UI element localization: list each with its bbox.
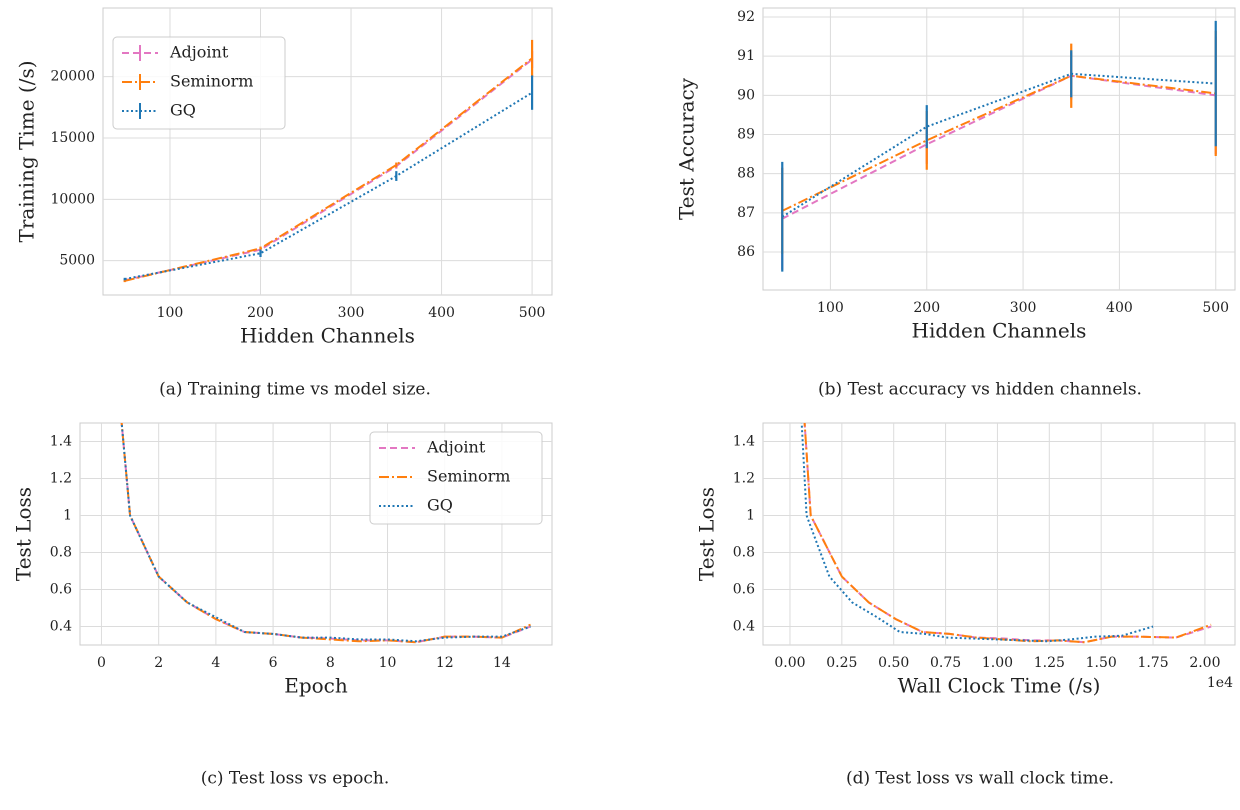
x-tick-label: 10 bbox=[379, 655, 397, 671]
y-axis-label: Training Time (/s) bbox=[15, 60, 39, 242]
legend-label: Seminorm bbox=[427, 467, 510, 486]
x-tick-label: 500 bbox=[519, 305, 546, 321]
y-axis-label: Test Loss bbox=[695, 487, 719, 581]
series-line bbox=[124, 57, 533, 282]
x-tick-label: 1.75 bbox=[1137, 655, 1168, 671]
y-tick-label: 0.4 bbox=[50, 619, 72, 635]
x-tick-label: 12 bbox=[436, 655, 454, 671]
y-tick-label: 88 bbox=[737, 166, 755, 182]
x-offset-label: 1e4 bbox=[1207, 675, 1233, 691]
x-tick-label: 300 bbox=[1010, 300, 1037, 316]
y-tick-label: 1.2 bbox=[733, 471, 755, 487]
legend-box bbox=[112, 36, 286, 130]
x-tick-label: 0.00 bbox=[774, 655, 805, 671]
y-tick-label: 87 bbox=[737, 205, 755, 221]
y-tick-label: 0.6 bbox=[50, 582, 72, 598]
caption: (d) Test loss vs wall clock time. bbox=[846, 769, 1114, 789]
data-layer bbox=[800, 423, 1212, 644]
series-line bbox=[803, 423, 1212, 644]
x-tick-label: 100 bbox=[157, 305, 184, 321]
plot-area bbox=[762, 422, 1236, 646]
y-tick-label: 0.8 bbox=[733, 545, 755, 561]
y-tick-label: 0.6 bbox=[733, 582, 755, 598]
series-line bbox=[781, 72, 1216, 218]
legend-label: Seminorm bbox=[170, 72, 253, 91]
y-tick-label: 0.8 bbox=[50, 545, 72, 561]
legend-label: GQ bbox=[170, 101, 196, 120]
y-tick-label: 5000 bbox=[59, 253, 95, 269]
x-tick-label: 400 bbox=[428, 305, 455, 321]
x-tick-label: 1.25 bbox=[1034, 655, 1065, 671]
panel: 100 200 300 400 500 5000 10000 15000 20000 Hidden… bbox=[15, 7, 553, 400]
data-layer bbox=[123, 39, 534, 283]
x-tick-label: 8 bbox=[326, 655, 335, 671]
caption: (a) Training time vs model size. bbox=[159, 380, 431, 400]
y-axis-label: Test Loss bbox=[12, 487, 36, 581]
y-tick-label: 90 bbox=[737, 87, 755, 103]
series-line bbox=[120, 423, 531, 643]
series-line bbox=[781, 74, 1216, 212]
x-tick-label: 4 bbox=[211, 655, 220, 671]
x-tick-label: 0.25 bbox=[826, 655, 857, 671]
x-tick-label: 400 bbox=[1106, 300, 1133, 316]
x-tick-label: 200 bbox=[913, 300, 940, 316]
data-layer bbox=[781, 20, 1217, 272]
y-tick-label: 1.4 bbox=[50, 434, 72, 450]
series-line bbox=[124, 58, 533, 282]
y-tick-label: 86 bbox=[737, 244, 755, 260]
x-axis-label: Hidden Channels bbox=[240, 324, 415, 348]
x-axis-label: Wall Clock Time (/s) bbox=[898, 674, 1101, 698]
y-tick-label: 92 bbox=[737, 9, 755, 25]
y-tick-label: 10000 bbox=[50, 191, 95, 207]
panel: 0 2 4 6 8 10 12 14 0.4 0.6 0.8 1 1.2 1.4 Epoch Test Los… bbox=[12, 422, 553, 789]
series-line bbox=[124, 91, 533, 281]
y-tick-label: 91 bbox=[737, 48, 755, 64]
y-tick-label: 1.4 bbox=[733, 434, 755, 450]
series-line bbox=[800, 423, 1154, 643]
x-tick-label: 6 bbox=[269, 655, 278, 671]
y-tick-label: 20000 bbox=[50, 69, 95, 85]
x-tick-label: 14 bbox=[493, 655, 511, 671]
x-tick-label: 2.00 bbox=[1189, 655, 1220, 671]
panel: 100 200 300 400 500 86 87 88 89 90 91 92 Hidden Chan… bbox=[675, 7, 1236, 400]
legend-label: Adjoint bbox=[426, 438, 486, 457]
y-tick-label: 89 bbox=[737, 127, 755, 143]
y-tick-label: 15000 bbox=[50, 130, 95, 146]
y-axis-label: Test Accuracy bbox=[675, 77, 699, 220]
x-tick-label: 1.50 bbox=[1086, 655, 1117, 671]
legend-label: Adjoint bbox=[169, 43, 229, 62]
plot-area bbox=[762, 7, 1236, 291]
x-axis-label: Epoch bbox=[284, 674, 348, 698]
x-tick-label: 0 bbox=[97, 655, 106, 671]
panel: 0.00 0.25 0.50 0.75 1.00 1.25 1.50 1.75 2.00 0.4 0… bbox=[695, 422, 1236, 789]
series-line bbox=[781, 74, 1216, 220]
y-tick-label: 1.2 bbox=[50, 471, 72, 487]
x-tick-label: 200 bbox=[247, 305, 274, 321]
caption: (c) Test loss vs epoch. bbox=[201, 769, 390, 789]
y-tick-label: 1 bbox=[746, 508, 755, 524]
x-tick-label: 0.50 bbox=[878, 655, 909, 671]
x-tick-label: 300 bbox=[338, 305, 365, 321]
data-layer bbox=[120, 423, 531, 644]
x-tick-label: 1.00 bbox=[982, 655, 1013, 671]
x-axis-label: Hidden Channels bbox=[912, 319, 1087, 343]
y-tick-label: 1 bbox=[63, 508, 72, 524]
caption: (b) Test accuracy vs hidden channels. bbox=[818, 380, 1142, 400]
x-tick-label: 0.75 bbox=[930, 655, 961, 671]
x-tick-label: 100 bbox=[817, 300, 844, 316]
legend-box bbox=[369, 431, 543, 525]
x-tick-label: 2 bbox=[154, 655, 163, 671]
y-tick-label: 0.4 bbox=[733, 619, 755, 635]
legend-label: GQ bbox=[427, 496, 453, 515]
x-tick-label: 500 bbox=[1202, 300, 1229, 316]
